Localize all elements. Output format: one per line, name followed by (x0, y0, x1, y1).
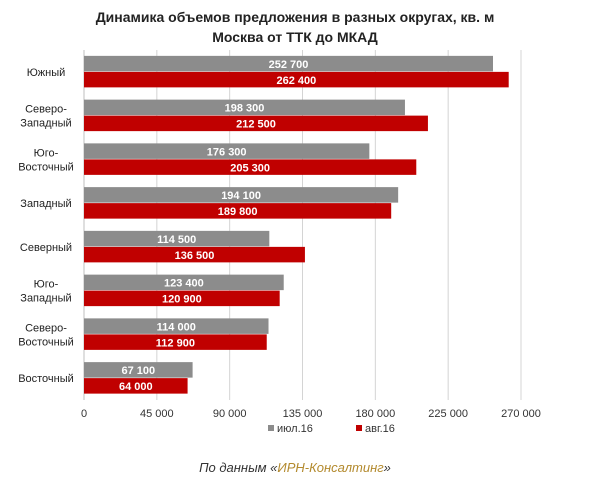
category-label: Юго- (34, 279, 59, 291)
chart-title: Динамика объемов предложения в разных ок… (95, 9, 495, 25)
bar-jul (84, 143, 370, 159)
data-label: 136 500 (175, 250, 215, 262)
data-label: 114 500 (157, 234, 196, 246)
category-label: Восточный (18, 373, 74, 385)
data-label: 114 000 (157, 321, 196, 333)
source-prefix: По данным « (199, 460, 278, 475)
bar-aug (84, 334, 267, 350)
data-label: 123 400 (164, 278, 204, 290)
x-tick-label: 180 000 (355, 408, 395, 420)
bar-jul (84, 230, 270, 247)
legend-label: июл.16 (277, 423, 313, 435)
data-label: 176 300 (207, 146, 247, 158)
x-tick-label: 90 000 (213, 408, 247, 420)
category-label: Юго- (34, 147, 59, 159)
category-label: Западный (20, 293, 71, 305)
bar-jul (84, 274, 284, 291)
category-label: Западный (20, 118, 71, 130)
data-label: 198 300 (225, 103, 265, 115)
source-note: По данным «ИРН-Консалтинг» (0, 460, 590, 475)
bar-aug (84, 71, 509, 88)
category-label: Северо- (25, 104, 67, 116)
bar-aug (84, 378, 188, 394)
bar-jul (84, 187, 399, 203)
x-tick-label: 270 000 (501, 408, 541, 420)
bar-jul (84, 318, 269, 334)
data-label: 120 900 (162, 294, 202, 306)
bar-jul (84, 99, 405, 116)
data-label: 112 900 (156, 337, 195, 349)
bar-aug (84, 246, 305, 263)
bar-jul (84, 55, 493, 72)
data-label: 252 700 (269, 59, 309, 71)
x-tick-label: 0 (81, 408, 87, 420)
legend-swatch (356, 425, 362, 431)
source-suffix: » (383, 460, 391, 475)
category-label: Западный (20, 198, 71, 210)
data-label: 64 000 (119, 381, 153, 393)
data-label: 212 500 (236, 119, 276, 131)
legend-label: авг.16 (365, 423, 395, 435)
bar-aug (84, 115, 428, 132)
category-label: Восточный (18, 161, 74, 173)
bar-chart: 0 45 000 90 000 135 000 180 000 225 000 270 00… (18, 50, 541, 435)
chart-subtitle: Москва от ТТК до МКАД (212, 29, 378, 45)
category-label: Южный (27, 67, 66, 79)
bar-aug (84, 203, 392, 219)
category-label: Северо- (25, 322, 67, 334)
bar-aug (84, 290, 280, 307)
category-label: Восточный (18, 336, 74, 348)
x-tick-label: 225 000 (428, 408, 468, 420)
data-label: 67 100 (121, 365, 155, 377)
bar-jul (84, 362, 193, 378)
category-label: Северный (20, 242, 72, 254)
bar-aug (84, 159, 417, 175)
legend-swatch (268, 425, 274, 431)
source-brand: ИРН-Консалтинг (277, 460, 384, 475)
data-label: 205 300 (230, 162, 270, 174)
x-tick-label: 135 000 (283, 408, 323, 420)
data-label: 194 100 (221, 190, 261, 202)
data-label: 189 800 (218, 206, 258, 218)
data-label: 262 400 (276, 75, 316, 87)
x-tick-label: 45 000 (140, 408, 174, 420)
